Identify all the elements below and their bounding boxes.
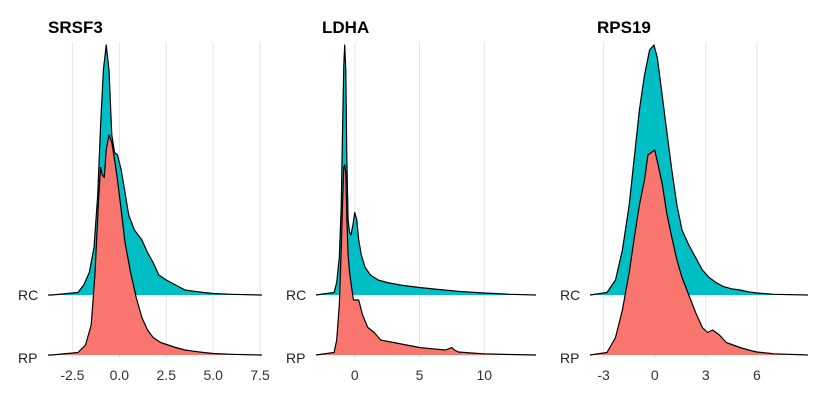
x-tick-label: -2.5 [60,367,84,383]
ridge-fill-rp [316,165,536,355]
x-tick-label: 5.0 [203,367,223,383]
x-tick-label: 7.5 [250,367,270,383]
panel-srsf3: SRSF3 RP RC -2.5 0.0 2.5 5.0 7.5 [18,18,270,383]
ridge-fill-rc [48,45,262,295]
chart-title: RPS19 [597,18,651,37]
ridge-fill-rp [590,150,808,355]
x-tick-label: 10 [476,367,492,383]
x-tick-label: 2.5 [157,367,177,383]
x-tick-label: 3 [702,367,710,383]
chart-title: SRSF3 [48,18,103,37]
ridge-outline-rp [589,149,809,356]
category-label-rp: RP [560,350,579,366]
category-label-rc: RC [286,287,306,303]
chart-title: LDHA [322,18,369,37]
panel-rps19: RPS19 RP RC -3 0 3 6 [560,18,809,383]
x-tick-label: 0 [651,367,659,383]
x-tick-label: 0 [351,367,359,383]
category-label-rp: RP [18,350,37,366]
panel-ldha: LDHA RP RC 0 5 10 [286,18,537,383]
category-label-rc: RC [18,287,38,303]
x-tick-label: 5 [416,367,424,383]
x-tick-label: 0.0 [110,367,130,383]
x-tick-label: -3 [597,367,610,383]
ridge-outline-rc [315,44,537,296]
x-tick-label: 6 [753,367,761,383]
category-label-rp: RP [286,350,305,366]
ridge-fill-rp [48,135,262,355]
ridge-fill-rc [590,45,808,295]
ridge-outline-rc [48,44,262,296]
ridge-outline-rc [589,44,809,296]
ridge-outline-rp [315,164,537,356]
category-label-rc: RC [560,287,580,303]
ridge-fill-rc [316,45,536,295]
ridge-outline-rp [48,134,262,356]
